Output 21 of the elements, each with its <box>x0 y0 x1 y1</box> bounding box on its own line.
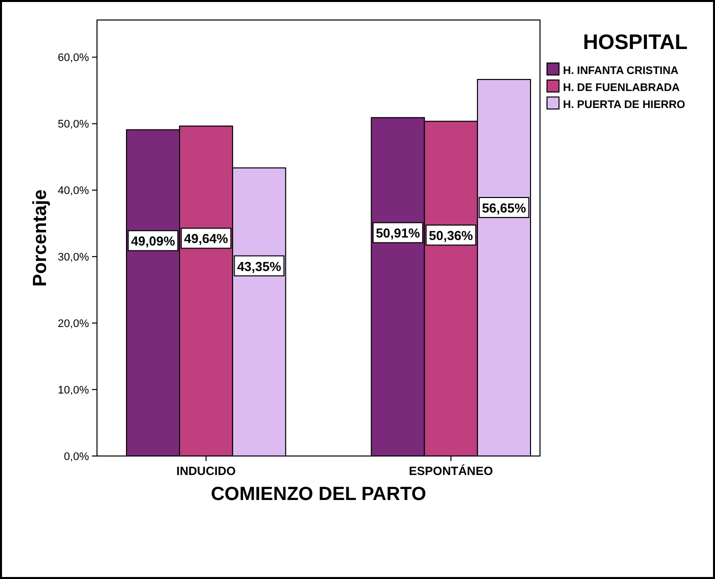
data-label: 49,64% <box>184 231 229 246</box>
legend-label: H. INFANTA CRISTINA <box>563 65 679 77</box>
y-tick-label: 40,0% <box>58 185 90 198</box>
data-label: 49,09% <box>130 234 176 249</box>
legend-title: HOSPITAL <box>583 31 688 54</box>
data-label: 50,36% <box>428 228 474 244</box>
data-label: 56,65% <box>482 200 526 216</box>
data-label: 43,35% <box>237 258 282 274</box>
x-axis-title: COMIENZO DEL PARTO <box>210 484 426 505</box>
y-axis-title: Porcentaje <box>30 189 51 287</box>
legend-label: H. DE FUENLABRADA <box>563 82 680 94</box>
y-tick-label: 30,0% <box>58 252 90 264</box>
y-tick-label: 0,0% <box>64 451 90 463</box>
y-tick-label: 60,0% <box>58 52 90 64</box>
y-tick-label: 20,0% <box>58 318 90 330</box>
y-tick-label: 50,0% <box>58 118 90 131</box>
x-tick-label: ESPONTÁNEO <box>408 464 493 478</box>
legend-label: H. PUERTA DE HIERRO <box>563 99 686 111</box>
y-tick-label: 10,0% <box>58 384 90 397</box>
data-label: 50,91% <box>376 226 420 241</box>
x-tick-label: INDUCIDO <box>176 464 236 478</box>
